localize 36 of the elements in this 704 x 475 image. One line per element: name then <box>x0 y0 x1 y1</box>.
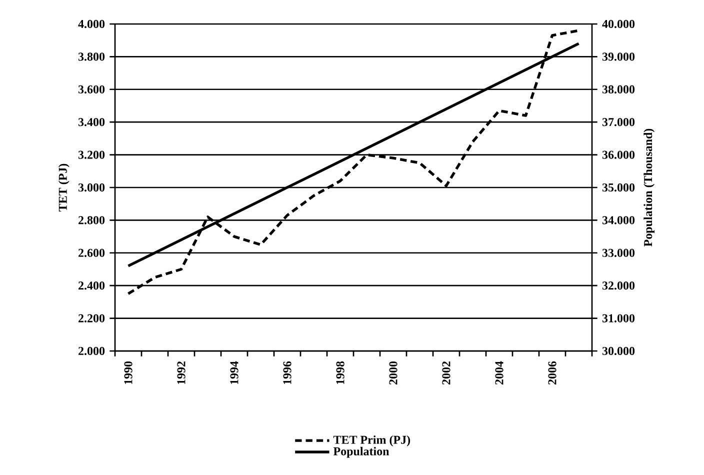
y2-tick-label: 33.000 <box>602 248 635 257</box>
line-series <box>126 29 580 296</box>
y-tick-label: 3.800 <box>78 52 105 61</box>
x-tick-label: 2002 <box>442 362 450 384</box>
x-tick-label: 1998 <box>336 361 344 384</box>
y2-tick-label: 32.000 <box>602 282 635 290</box>
y2-tick-label: 38.000 <box>602 85 635 94</box>
x-tick-label: 1990 <box>124 361 132 384</box>
y-tick-label: 2.800 <box>78 216 105 224</box>
y-tick-label: 3.200 <box>78 150 105 159</box>
y2-tick-label: 30.000 <box>602 346 635 356</box>
x-tick-label: 1992 <box>177 362 186 384</box>
y2-tick-label: 39.000 <box>602 52 635 61</box>
x-tick-label: 2004 <box>495 361 504 384</box>
y2-tick-label: 36.000 <box>602 150 635 159</box>
x-tick-label: 1996 <box>283 361 292 384</box>
y2-tick-label: 31.000 <box>602 314 635 322</box>
y-tick-label: 3.000 <box>78 183 105 192</box>
y-tick-label: 2.000 <box>78 346 105 356</box>
y2-tick-label: 37.000 <box>602 118 635 126</box>
y-tick-label: 2.200 <box>78 314 105 322</box>
x-tick-label: 1994 <box>230 361 238 384</box>
y-tick-label: 4.000 <box>78 20 105 28</box>
y2-tick-label: 35.000 <box>602 183 635 192</box>
x-tick-label: 2006 <box>548 361 556 384</box>
y-tick-label: 3.400 <box>78 118 105 126</box>
y-axis-title: TET (PJ) <box>58 164 70 212</box>
x-tick-label: 2000 <box>389 361 398 384</box>
legend-label: TET Prim (PJ) <box>333 435 410 446</box>
y2-axis-title: Population (Thousand) <box>644 128 655 246</box>
y2-tick-label: 40.000 <box>602 20 635 28</box>
legend-label: Population <box>333 446 390 458</box>
y-tick-label: 3.600 <box>78 85 105 94</box>
y2-tick-label: 34.000 <box>602 216 635 224</box>
y-tick-label: 2.600 <box>78 248 105 257</box>
y-tick-label: 2.400 <box>78 282 105 290</box>
